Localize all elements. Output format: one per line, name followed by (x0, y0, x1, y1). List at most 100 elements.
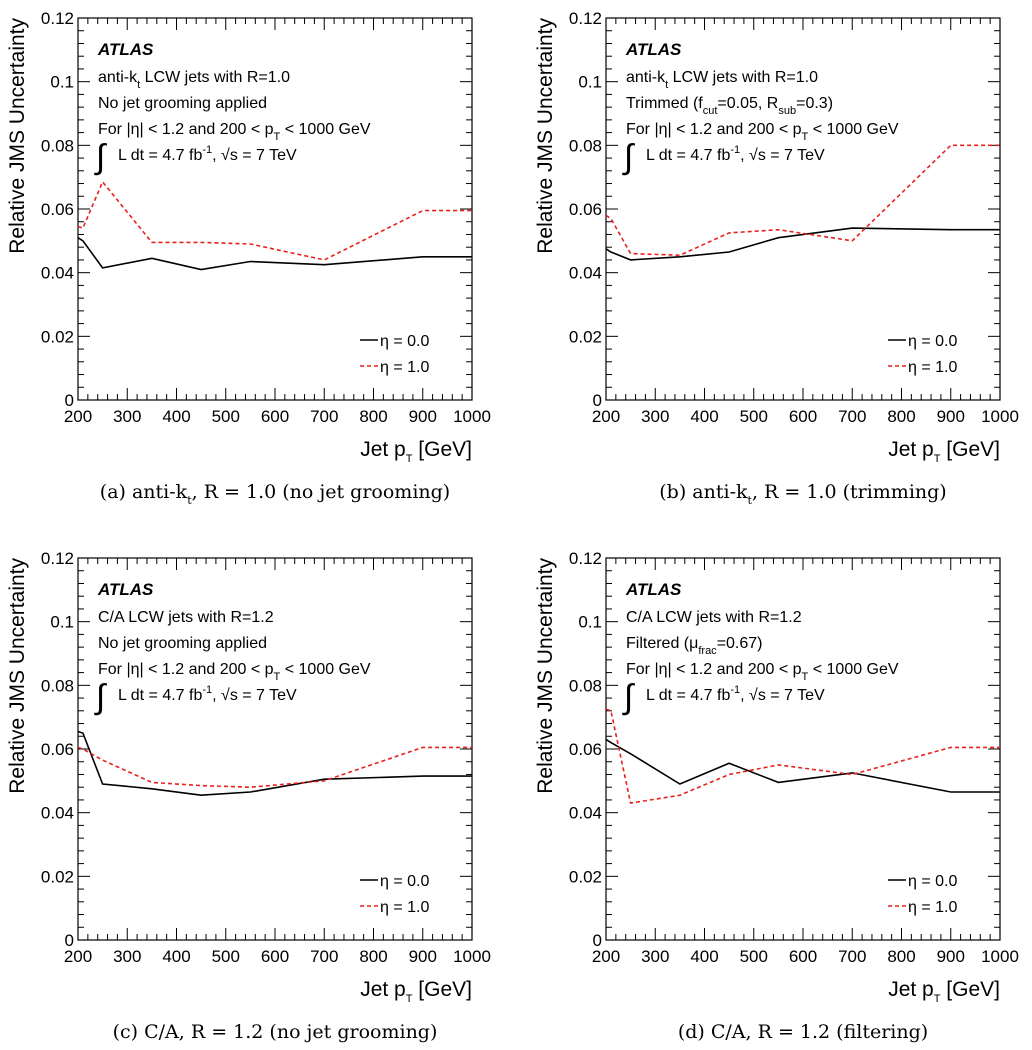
annotation-eta-pt-range: For |η| < 1.2 and 200 < pT < 1000 GeV (98, 661, 371, 683)
x-tick-label: 300 (113, 407, 141, 426)
legend-label-1: η = 1.0 (908, 899, 957, 916)
x-tick-label: 1000 (981, 407, 1019, 426)
x-tick-label: 200 (64, 947, 92, 966)
x-tick-label: 700 (838, 407, 866, 426)
y-tick-label: 0.1 (50, 73, 74, 92)
y-tick-label: 0 (65, 391, 74, 410)
series-line-eta-0 (77, 730, 472, 797)
y-tick-label: 0.02 (569, 327, 602, 346)
y-tick-label: 0.12 (41, 9, 74, 28)
x-tick-label: 600 (789, 947, 817, 966)
y-tick-label: 0.1 (578, 613, 602, 632)
y-tick-label: 0.04 (569, 264, 602, 283)
x-axis-label: Jet pT [GeV] (888, 978, 1000, 1005)
legend-label-1: η = 1.0 (380, 359, 429, 376)
x-axis-label: Jet pT [GeV] (888, 438, 1000, 465)
x-tick-label: 1000 (453, 947, 491, 966)
annotation-jet-collection: anti-kt LCW jets with R=1.0 (98, 69, 290, 91)
x-tick-label: 700 (838, 947, 866, 966)
x-tick-label: 600 (261, 407, 289, 426)
atlas-label: ATLAS (625, 40, 682, 59)
y-tick-label: 0.02 (569, 867, 602, 886)
annotation-grooming: No jet grooming applied (98, 95, 267, 112)
annotation-grooming: Filtered (μfrac=0.67) (626, 635, 763, 657)
x-tick-label: 400 (690, 947, 718, 966)
x-tick-label: 800 (359, 947, 387, 966)
legend-label-1: η = 1.0 (908, 359, 957, 376)
integral-sign: ∫ (622, 678, 635, 716)
legend-label-1: η = 1.0 (380, 899, 429, 916)
y-tick-label: 0.08 (569, 676, 602, 695)
y-tick-label: 0.06 (41, 200, 74, 219)
series-line-eta-0 (77, 237, 472, 271)
y-tick-label: 0.02 (41, 327, 74, 346)
integral-sign: ∫ (94, 138, 107, 176)
y-tick-label: 0.12 (569, 549, 602, 568)
y-tick-label: 0.08 (41, 136, 74, 155)
legend-label-0: η = 0.0 (908, 333, 957, 350)
annotation-grooming: No jet grooming applied (98, 635, 267, 652)
y-tick-label: 0 (593, 391, 602, 410)
chart-panel-a: 0 0.02 0.04 0.06 0.08 0.1 0.12 200 300 400 500 600 7… (6, 9, 491, 507)
integral-sign: ∫ (94, 678, 107, 716)
annotation-eta-pt-range: For |η| < 1.2 and 200 < pT < 1000 GeV (98, 121, 371, 143)
y-tick-label: 0.02 (41, 867, 74, 886)
x-tick-label: 600 (261, 947, 289, 966)
x-tick-label: 500 (212, 407, 240, 426)
x-tick-label: 200 (592, 947, 620, 966)
y-tick-label: 0.1 (50, 613, 74, 632)
atlas-label: ATLAS (97, 580, 154, 599)
y-tick-label: 0.08 (569, 136, 602, 155)
x-tick-label: 900 (409, 947, 437, 966)
x-tick-label: 500 (740, 947, 768, 966)
y-tick-label: 0.06 (41, 740, 74, 759)
integral-sign: ∫ (622, 138, 635, 176)
y-tick-label: 0.12 (41, 549, 74, 568)
annotation-luminosity: L dt = 4.7 fb-1, √s = 7 TeV (118, 684, 297, 704)
y-axis-label: Relative JMS Uncertainty (534, 558, 557, 794)
figure-caption: (d) C/A, R = 1.2 (filtering) (678, 1021, 928, 1043)
chart-panel-c: 0 0.02 0.04 0.06 0.08 0.1 0.12 200 300 400 500 600 7… (6, 549, 491, 1043)
y-tick-label: 0.08 (41, 676, 74, 695)
x-tick-label: 400 (162, 947, 190, 966)
legend-label-0: η = 0.0 (908, 873, 957, 890)
series-line-eta-0 (605, 227, 1000, 261)
x-tick-label: 800 (359, 407, 387, 426)
x-tick-label: 1000 (981, 947, 1019, 966)
x-tick-label: 300 (113, 947, 141, 966)
x-tick-label: 300 (641, 947, 669, 966)
x-tick-label: 700 (310, 407, 338, 426)
figure-caption: (c) C/A, R = 1.2 (no jet grooming) (113, 1021, 438, 1043)
legend-label-0: η = 0.0 (380, 333, 429, 350)
annotation-grooming: Trimmed (fcut=0.05, Rsub=0.3) (626, 95, 833, 117)
x-tick-label: 300 (641, 407, 669, 426)
atlas-label: ATLAS (97, 40, 154, 59)
x-tick-label: 400 (690, 407, 718, 426)
y-tick-label: 0.12 (569, 9, 602, 28)
series-line-eta-0 (605, 738, 1000, 793)
x-tick-label: 500 (740, 407, 768, 426)
y-tick-label: 0.06 (569, 200, 602, 219)
y-axis-label: Relative JMS Uncertainty (6, 18, 29, 254)
x-tick-label: 1000 (453, 407, 491, 426)
x-axis-label: Jet pT [GeV] (360, 438, 472, 465)
legend-label-0: η = 0.0 (380, 873, 429, 890)
atlas-label: ATLAS (625, 580, 682, 599)
series-line-eta-1 (77, 180, 472, 261)
x-tick-label: 900 (937, 407, 965, 426)
annotation-luminosity: L dt = 4.7 fb-1, √s = 7 TeV (646, 144, 825, 164)
x-axis-label: Jet pT [GeV] (360, 978, 472, 1005)
y-tick-label: 0.06 (569, 740, 602, 759)
figure-caption: (b) anti-kt, R = 1.0 (trimming) (659, 481, 946, 507)
series-line-eta-1 (605, 144, 1000, 257)
x-tick-label: 800 (887, 407, 915, 426)
y-tick-label: 0 (593, 931, 602, 950)
annotation-jet-collection: anti-kt LCW jets with R=1.0 (626, 69, 818, 91)
y-axis-label: Relative JMS Uncertainty (534, 18, 557, 254)
x-tick-label: 200 (592, 407, 620, 426)
annotation-luminosity: L dt = 4.7 fb-1, √s = 7 TeV (646, 684, 825, 704)
annotation-luminosity: L dt = 4.7 fb-1, √s = 7 TeV (118, 144, 297, 164)
y-axis-label: Relative JMS Uncertainty (6, 558, 29, 794)
series-line-eta-1 (605, 708, 1000, 805)
x-tick-label: 400 (162, 407, 190, 426)
